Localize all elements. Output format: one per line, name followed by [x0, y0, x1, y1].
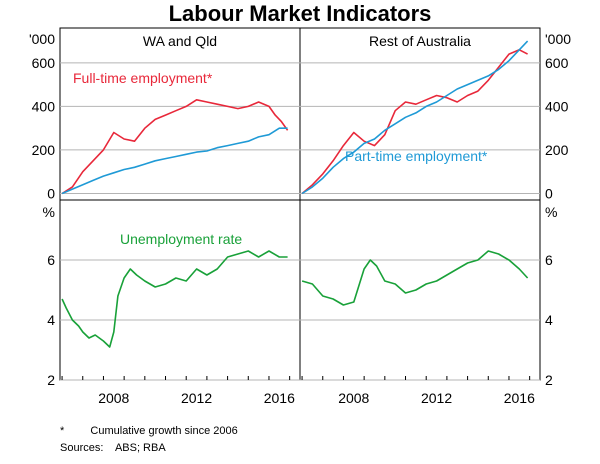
- y-tick-label-top-left: 0: [47, 185, 55, 201]
- y-tick-label-bottom-right: 4: [545, 312, 553, 328]
- unit-label-top-left: '000: [29, 31, 55, 47]
- x-tick-label-bottom-right: 2016: [504, 390, 535, 406]
- y-tick-label-bottom-left: 2: [47, 372, 55, 388]
- unit-label-top-right: '000: [545, 31, 571, 47]
- y-tick-label-bottom-right: 2: [545, 372, 553, 388]
- series-line-top-right-3: [301, 40, 529, 195]
- series-line-bottom-left-4: [61, 250, 288, 348]
- annotation-unemployment-rate: Unemployment rate: [120, 231, 242, 247]
- sources-note: Sources: ABS; RBA: [60, 441, 166, 456]
- series-line-top-left-1: [61, 127, 288, 195]
- gridlines: [60, 62, 540, 381]
- unit-label-bottom-left: %: [43, 204, 55, 220]
- y-tick-label-bottom-right: 6: [545, 252, 553, 268]
- series-layer: [61, 40, 529, 348]
- y-tick-label-top-right: 400: [545, 98, 569, 114]
- x-tick-label-bottom-left: 2016: [264, 390, 295, 406]
- y-tick-label-top-right: 600: [545, 55, 569, 71]
- sources-text: ABS; RBA: [114, 442, 166, 454]
- annotation-part-time-employment: Part-time employment*: [345, 148, 488, 164]
- sources-label: Sources:: [60, 442, 104, 454]
- footnote: * Cumulative growth since 2006: [60, 424, 238, 439]
- x-tick-label-bottom-right: 2012: [421, 390, 452, 406]
- panel-title-rest-of-australia: Rest of Australia: [369, 33, 471, 49]
- y-tick-label-top-right: 200: [545, 142, 569, 158]
- y-tick-label-bottom-left: 4: [47, 312, 55, 328]
- chart-title: Labour Market Indicators: [169, 1, 432, 26]
- footnote-text: Cumulative growth since 2006: [90, 425, 238, 437]
- series-line-top-right-2: [301, 48, 528, 195]
- x-tick-label-bottom-left: 2008: [98, 390, 129, 406]
- footnote-marker: *: [60, 425, 65, 437]
- series-line-top-left-0: [61, 99, 289, 195]
- unit-label-bottom-right: %: [545, 204, 557, 220]
- series-line-bottom-right-5: [301, 250, 529, 306]
- x-tick-label-bottom-left: 2012: [181, 390, 212, 406]
- annotation-full-time-employment: Full-time employment*: [73, 70, 213, 86]
- x-tick-label-bottom-right: 2008: [338, 390, 369, 406]
- axis-labels: 0 0 200 200 400 400 600 600 2 2 4 4 6 6 2008 2012 2016 20…: [32, 55, 569, 406]
- y-tick-label-top-left: 200: [32, 142, 56, 158]
- panel-title-wa-qld: WA and Qld: [143, 33, 217, 49]
- y-tick-label-top-right: 0: [545, 185, 553, 201]
- y-tick-label-top-left: 600: [32, 55, 56, 71]
- y-tick-label-bottom-left: 6: [47, 252, 55, 268]
- y-tick-label-top-left: 400: [32, 98, 56, 114]
